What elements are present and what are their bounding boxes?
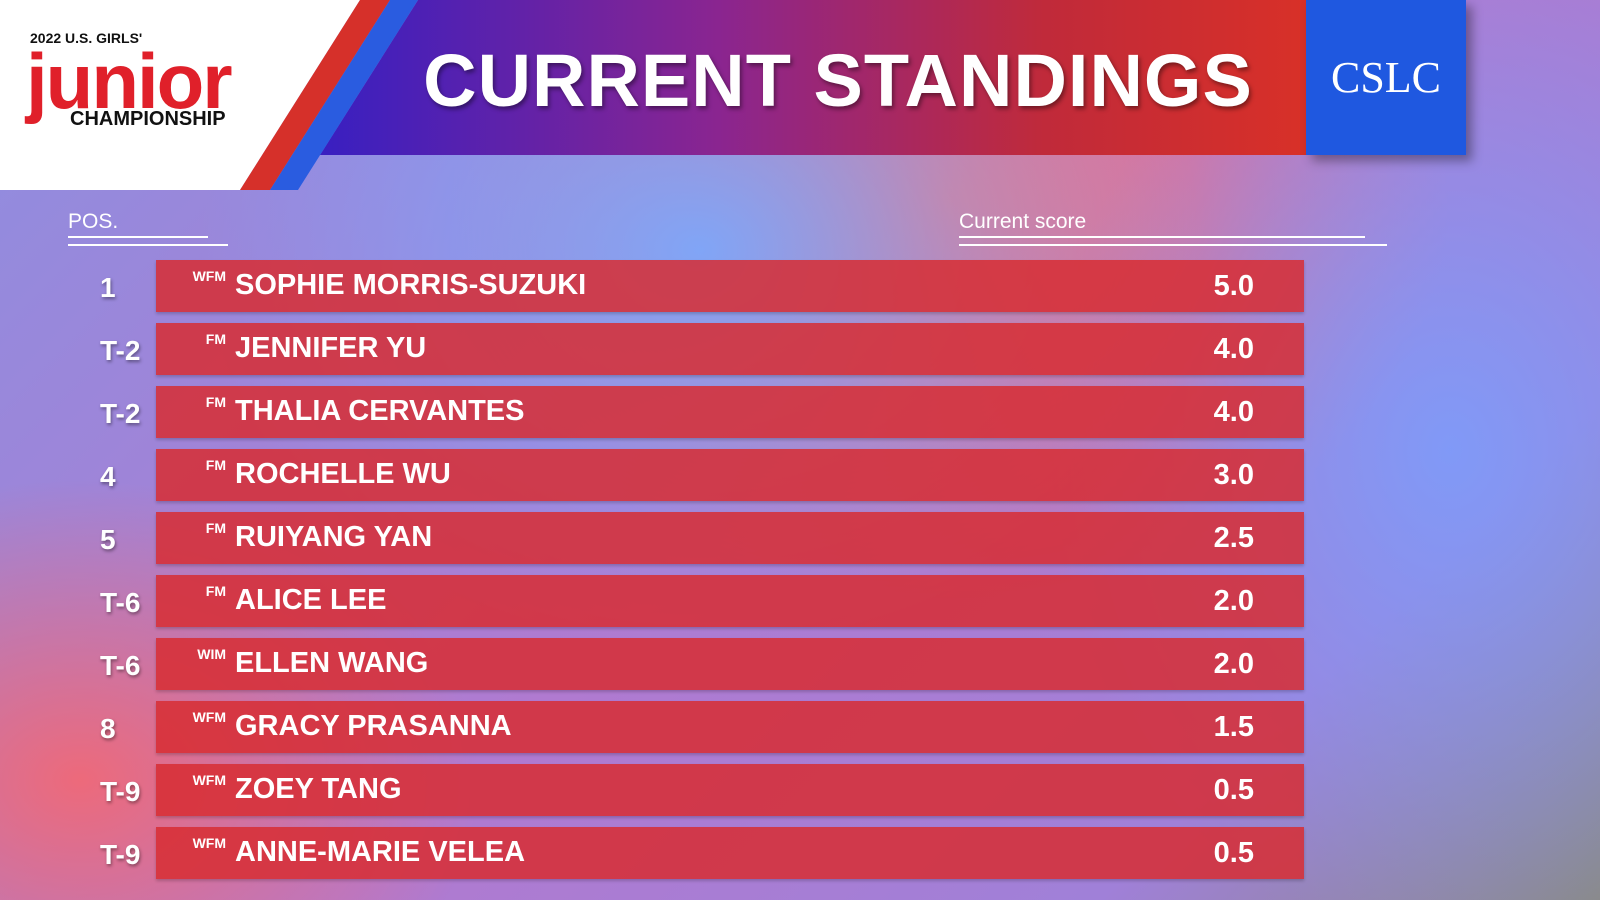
player-name: ELLEN WANG — [235, 647, 429, 679]
chess-title: FM — [205, 457, 226, 473]
table-row: WFM ZOEY TANG 0.5 — [156, 764, 1304, 816]
player-name: GRACY PRASANNA — [235, 710, 512, 742]
table-row: WFM ANNE-MARIE VELEA 0.5 — [156, 827, 1304, 879]
player-score: 3.0 — [1213, 459, 1254, 491]
player-name: ANNE-MARIE VELEA — [235, 836, 526, 868]
player-score: 5.0 — [1213, 270, 1254, 302]
player-name: ALICE LEE — [235, 584, 387, 616]
chess-title: WFM — [192, 709, 226, 725]
player-name: ROCHELLE WU — [235, 458, 451, 490]
chess-title: WFM — [192, 268, 226, 284]
logo-year: 2022 U.S. GIRLS' — [30, 30, 143, 46]
position: 4 — [100, 461, 116, 492]
player-score: 4.0 — [1213, 396, 1254, 428]
score-header: Current score — [959, 210, 1087, 233]
chess-title: FM — [205, 394, 226, 410]
divider — [68, 236, 208, 238]
position: T-6 — [100, 587, 141, 618]
player-score: 2.0 — [1213, 585, 1254, 617]
position: 5 — [100, 524, 116, 555]
divider — [68, 244, 228, 246]
chess-title: FM — [205, 583, 226, 599]
position: T-2 — [100, 398, 141, 429]
table-row: FM JENNIFER YU 4.0 — [156, 323, 1304, 375]
table-row: FM ALICE LEE 2.0 — [156, 575, 1304, 627]
table-row: FM RUIYANG YAN 2.5 — [156, 512, 1304, 564]
sponsor-logo: CSLC — [1306, 0, 1466, 155]
player-score: 0.5 — [1213, 837, 1254, 869]
position: T-9 — [100, 776, 141, 807]
page-title: CURRENT STANDINGS — [423, 39, 1253, 122]
player-score: 2.0 — [1213, 648, 1254, 680]
divider — [959, 236, 1365, 238]
player-name: JENNIFER YU — [235, 332, 427, 364]
player-score: 0.5 — [1213, 774, 1254, 806]
player-score: 4.0 — [1213, 333, 1254, 365]
chess-title: FM — [205, 520, 226, 536]
title-banner — [320, 0, 1306, 155]
position: T-2 — [100, 335, 141, 366]
chess-title: FM — [205, 331, 226, 347]
player-name: ZOEY TANG — [235, 773, 402, 805]
chess-title: WFM — [192, 835, 226, 851]
divider — [959, 244, 1387, 246]
table-row: FM ROCHELLE WU 3.0 — [156, 449, 1304, 501]
table-row: FM THALIA CERVANTES 4.0 — [156, 386, 1304, 438]
position: 8 — [100, 713, 116, 744]
position: T-6 — [100, 650, 141, 681]
table-row: WIM ELLEN WANG 2.0 — [156, 638, 1304, 690]
logo-sub: CHAMPIONSHIP — [70, 108, 226, 130]
player-name: RUIYANG YAN — [235, 521, 433, 553]
chess-title: WIM — [197, 646, 226, 662]
logo-word: junior — [26, 37, 233, 125]
position: T-9 — [100, 839, 141, 870]
table-row: WFM GRACY PRASANNA 1.5 — [156, 701, 1304, 753]
pos-header: POS. — [68, 210, 119, 233]
position: 1 — [100, 272, 116, 303]
table-row: WFM SOPHIE MORRIS-SUZUKI 5.0 — [156, 260, 1304, 312]
player-score: 1.5 — [1213, 711, 1254, 743]
player-score: 2.5 — [1213, 522, 1254, 554]
player-name: THALIA CERVANTES — [235, 395, 525, 427]
chess-title: WFM — [192, 772, 226, 788]
player-name: SOPHIE MORRIS-SUZUKI — [235, 269, 587, 301]
